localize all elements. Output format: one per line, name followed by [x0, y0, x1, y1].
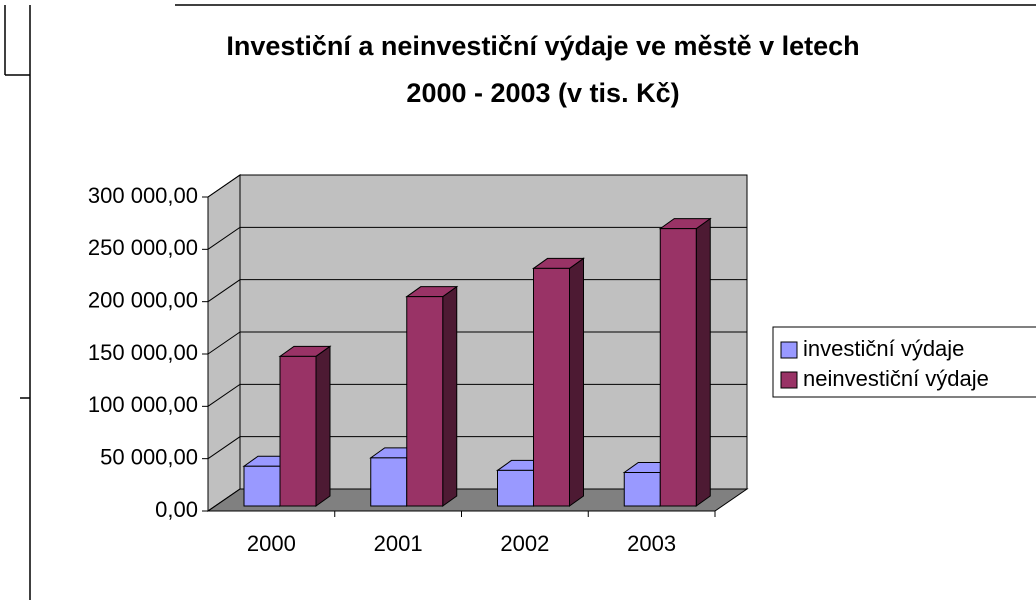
y-tick-label: 50 000,00	[100, 444, 198, 469]
bar-side	[569, 257, 584, 507]
chart-title: Investiční a neinvestiční výdaje ve měst…	[226, 31, 859, 61]
bar-front	[533, 267, 570, 507]
bar-front	[406, 296, 444, 507]
bar-front	[279, 355, 317, 507]
bar-side	[315, 345, 331, 507]
bar	[278, 345, 332, 507]
legend-swatch	[780, 371, 798, 389]
bar	[405, 285, 459, 507]
bar-front	[370, 457, 408, 507]
y-tick-label: 100 000,00	[88, 392, 198, 417]
bar-front	[623, 472, 661, 507]
y-tick-label: 300 000,00	[88, 183, 198, 208]
legend-box	[772, 326, 1036, 398]
bar-front	[659, 228, 697, 507]
legend-swatch	[780, 341, 798, 359]
bar-side	[442, 285, 458, 507]
bar-front	[497, 469, 534, 507]
x-tick-label: 2002	[500, 531, 549, 556]
x-tick-label: 2000	[247, 531, 296, 556]
x-tick-label: 2001	[374, 531, 423, 556]
legend-label: neinvestiční výdaje	[803, 366, 989, 391]
grid-line	[207, 174, 747, 198]
background-frame	[4, 4, 1036, 600]
grid-line	[207, 226, 747, 250]
chart-title: 2000 - 2003 (v tis. Kč)	[406, 78, 679, 108]
bar	[658, 217, 712, 507]
y-tick-label: 200 000,00	[88, 287, 198, 312]
x-tick-label: 2003	[627, 531, 676, 556]
bar-side	[695, 217, 711, 507]
y-tick-label: 250 000,00	[88, 235, 198, 260]
y-tick-label: 0,00	[155, 497, 198, 522]
bar-front	[243, 465, 281, 507]
legend-label: investiční výdaje	[803, 336, 964, 361]
y-tick-label: 150 000,00	[88, 340, 198, 365]
bar	[531, 257, 586, 507]
